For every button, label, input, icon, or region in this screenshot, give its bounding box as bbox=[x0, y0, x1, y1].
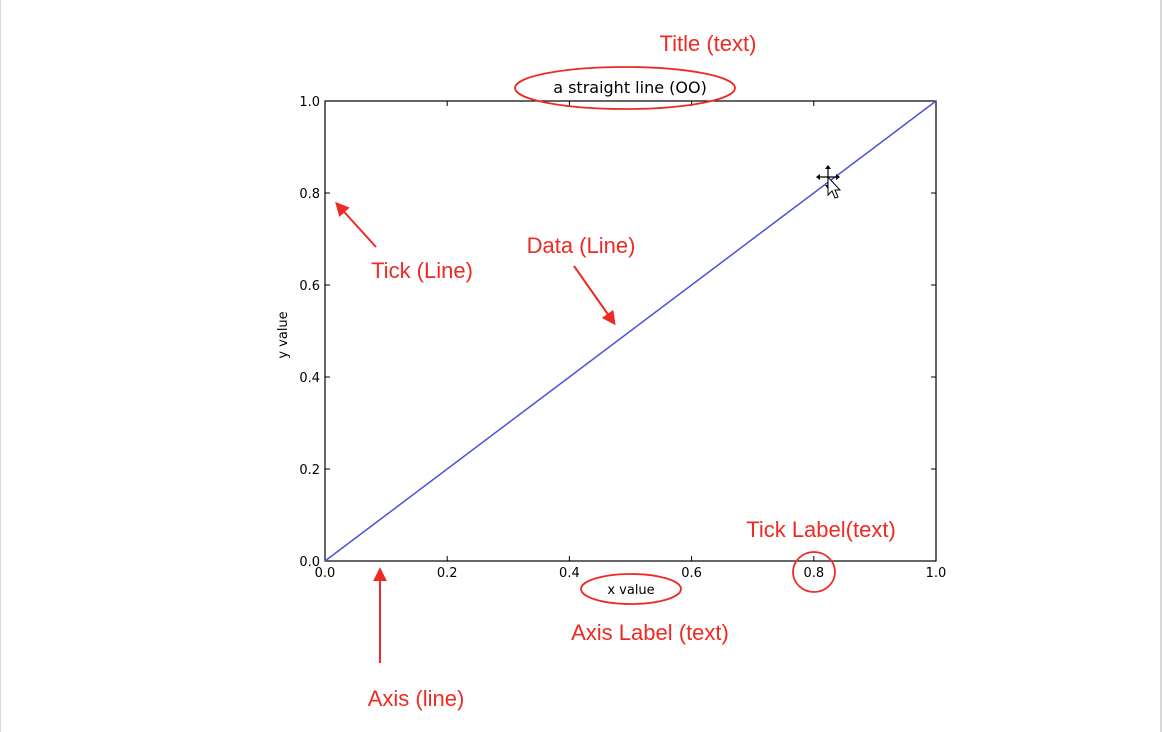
x-axis-label: x value bbox=[607, 583, 654, 598]
move-cursor-icon bbox=[816, 165, 842, 199]
annotation-data: Data (Line) bbox=[527, 233, 636, 258]
annotation-axis-label: Axis Label (text) bbox=[571, 620, 729, 645]
y-tick-label: 1.0 bbox=[299, 95, 320, 110]
x-tick-label: 0.4 bbox=[559, 566, 580, 581]
annotation-tick: Tick (Line) bbox=[371, 258, 473, 283]
data-line-series bbox=[324, 100, 937, 562]
window-edge-left bbox=[0, 0, 1, 732]
x-tick-label: 0.8 bbox=[803, 566, 824, 581]
annotation-tick-label: Tick Label(text) bbox=[746, 517, 896, 542]
x-tick-labels: 0.0 0.2 0.4 0.6 0.8 1.0 bbox=[315, 566, 947, 581]
y-tick-label: 0.6 bbox=[299, 279, 320, 294]
data-series bbox=[324, 100, 937, 562]
y-tick-labels: 0.0 0.2 0.4 0.6 0.8 1.0 bbox=[299, 95, 320, 570]
y-axis-label: y value bbox=[276, 311, 291, 358]
y-tick-label: 0.4 bbox=[299, 371, 320, 386]
annotation-title: Title (text) bbox=[660, 31, 757, 56]
x-tick-label: 1.0 bbox=[926, 566, 947, 581]
annotation-axis: Axis (line) bbox=[368, 686, 465, 711]
chart-title: a straight line (OO) bbox=[553, 78, 707, 97]
data-annotation-arrow bbox=[573, 265, 616, 326]
y-tick-label: 0.0 bbox=[299, 555, 320, 570]
plot-axes-frame bbox=[324, 100, 937, 562]
x-tick-label: 0.6 bbox=[681, 566, 702, 581]
y-tick-label: 0.2 bbox=[299, 463, 320, 478]
x-tick-label: 0.2 bbox=[437, 566, 458, 581]
tick-label-highlight-circle bbox=[792, 551, 836, 593]
window-edge-right bbox=[1160, 0, 1162, 732]
title-highlight-ellipse bbox=[514, 66, 736, 110]
x-tick-label: 0.0 bbox=[315, 566, 336, 581]
axis-label-highlight-ellipse bbox=[580, 573, 682, 605]
tick-marks bbox=[324, 100, 937, 562]
y-tick-label: 0.8 bbox=[299, 187, 320, 202]
tick-annotation-arrow bbox=[335, 201, 377, 248]
